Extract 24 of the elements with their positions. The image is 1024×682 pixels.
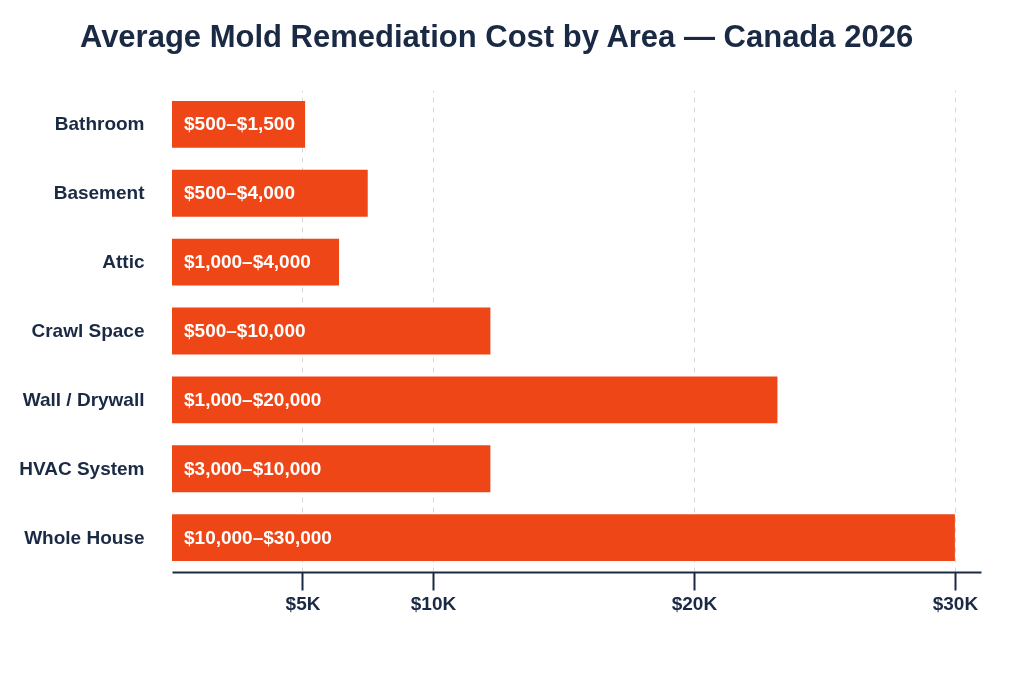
y-tick-label: Basement xyxy=(53,182,146,204)
bar xyxy=(172,445,491,493)
y-tick-label: Bathroom xyxy=(54,113,145,135)
x-tick-label: $20K xyxy=(671,592,718,614)
data-label: $1,000–$4,000 xyxy=(184,251,311,273)
bar xyxy=(172,514,955,561)
y-tick-label: HVAC System xyxy=(19,457,145,479)
bar xyxy=(172,169,368,217)
x-tick-label: $30K xyxy=(932,592,979,614)
bar xyxy=(172,307,491,355)
x-tick-label: $5K xyxy=(285,592,321,614)
bar xyxy=(172,376,778,424)
data-label: $500–$4,000 xyxy=(184,182,295,204)
data-label: $3,000–$10,000 xyxy=(184,457,322,479)
data-label: $500–$10,000 xyxy=(184,320,306,341)
data-label: $1,000–$20,000 xyxy=(184,388,322,410)
y-tick-label: Crawl Space xyxy=(31,320,145,341)
chart-title: Average Mold Remediation Cost by Area — Canada 2026 xyxy=(79,19,914,54)
data-label: $500–$1,500 xyxy=(184,113,295,135)
y-tick-label: Wall / Drywall xyxy=(22,388,145,410)
y-tick-label: Attic xyxy=(102,251,145,273)
y-tick-label: Whole House xyxy=(24,526,145,548)
x-tick-label: $10K xyxy=(410,592,457,614)
data-label: $10,000–$30,000 xyxy=(184,526,332,548)
